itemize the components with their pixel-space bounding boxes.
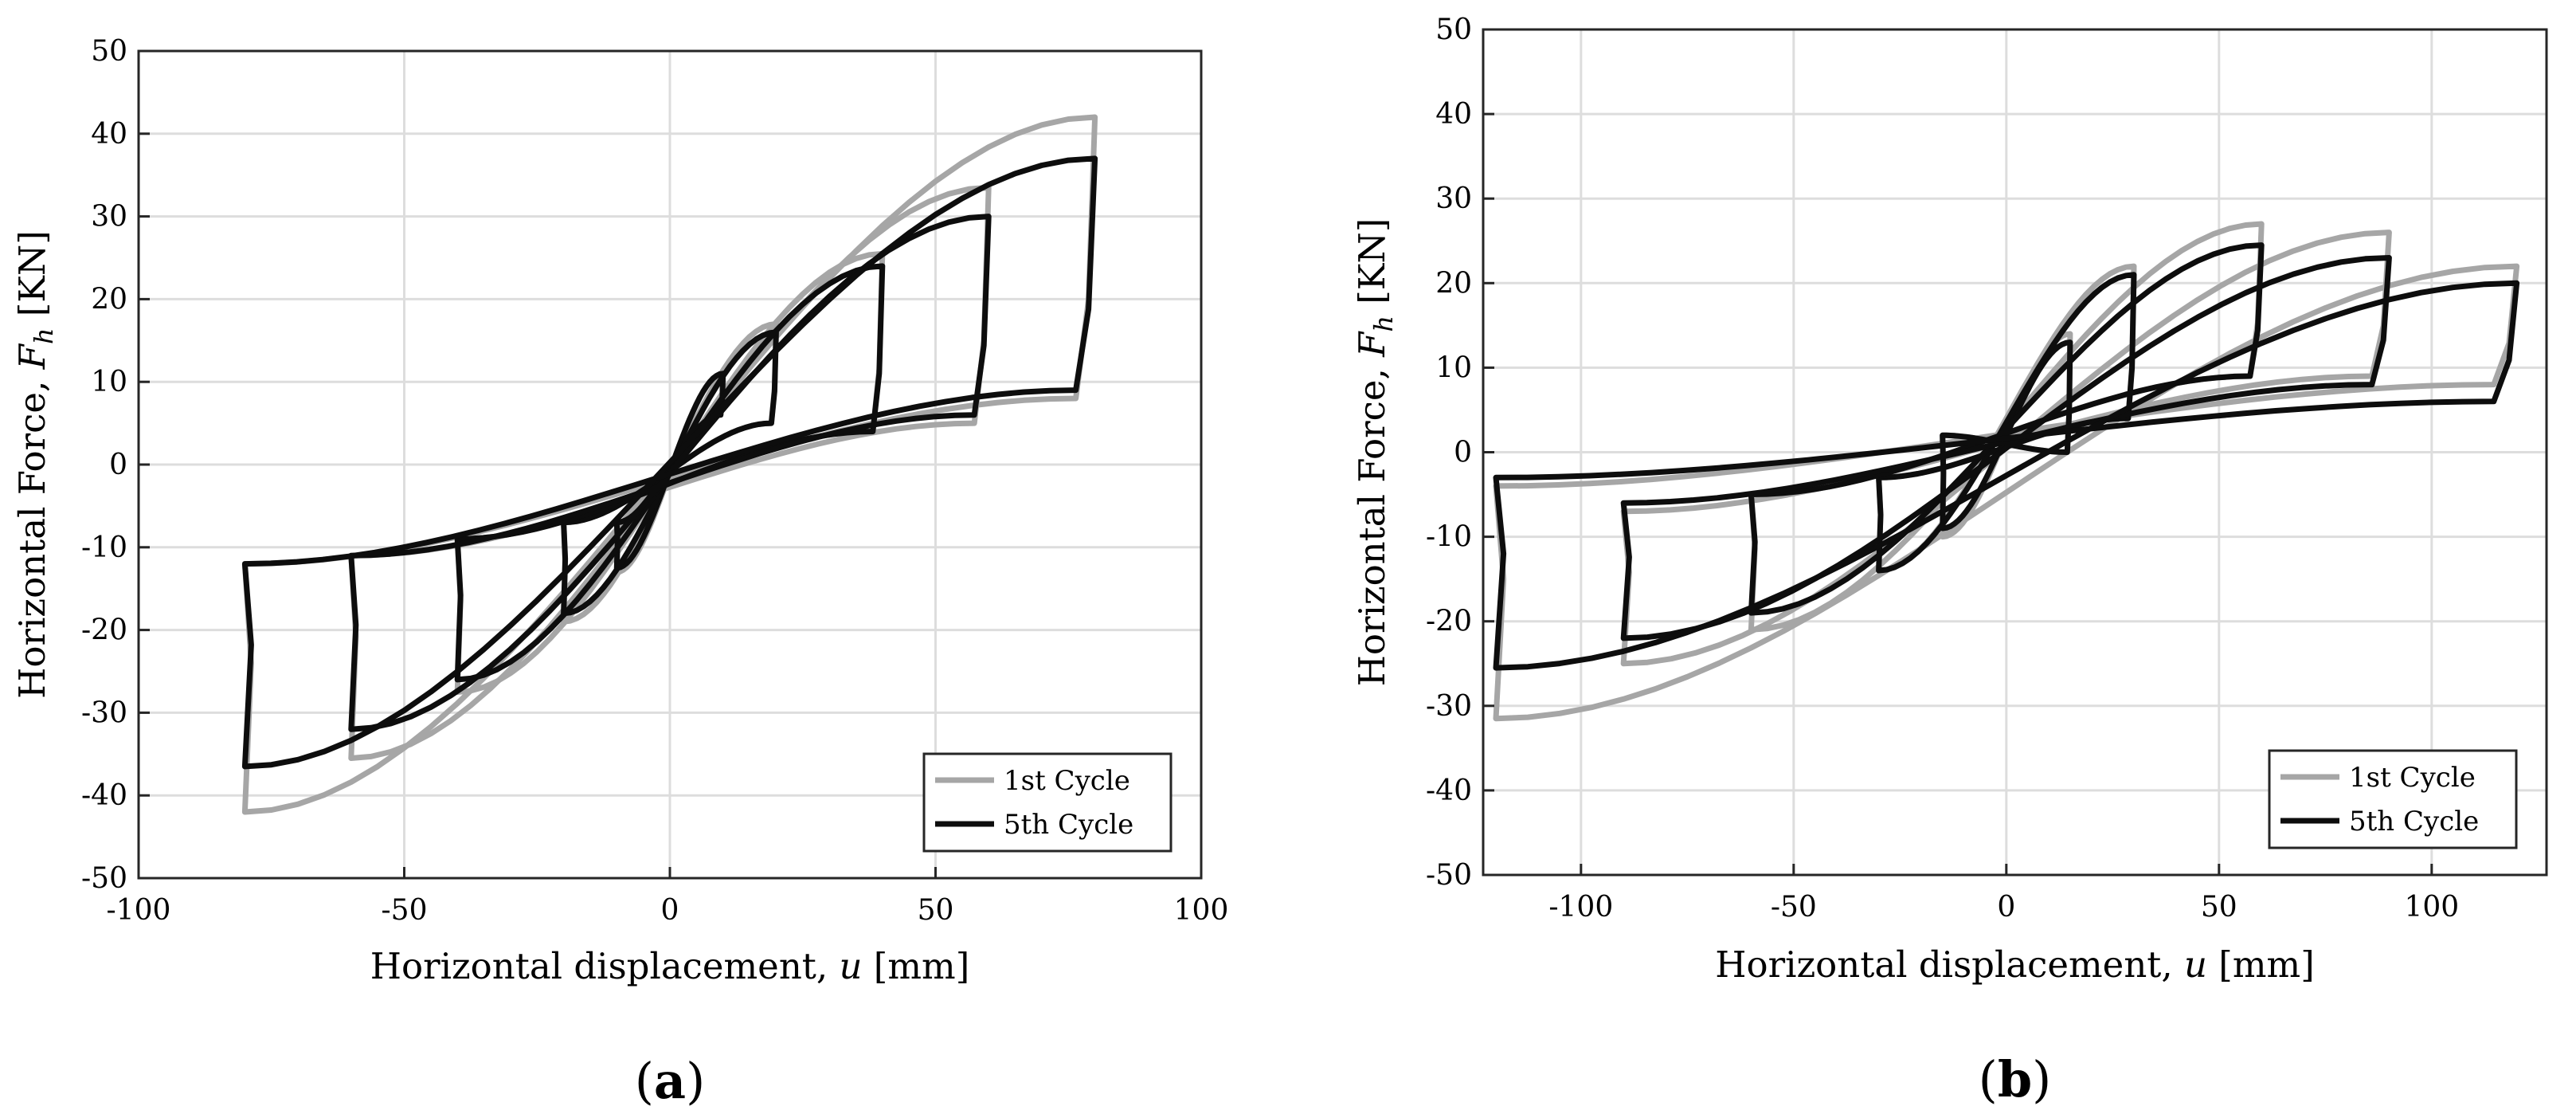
chart-b-y-axis-symbol: F — [1351, 331, 1393, 358]
chart-b-x-axis-label-text: Horizontal displacement, — [1715, 943, 2172, 986]
chart-a-panel-letter: a — [654, 1052, 686, 1110]
legend-label: 5th Cycle — [2349, 806, 2479, 837]
y-tick-label: 30 — [91, 201, 127, 233]
y-tick-label: 10 — [91, 366, 127, 398]
hysteresis-loop — [1876, 272, 2137, 574]
y-tick-label: -30 — [1426, 690, 1472, 723]
chart-a-x-axis-label-text: Horizontal displacement, — [370, 945, 828, 987]
chart-b-panel-label: (b) — [1979, 1050, 2052, 1108]
chart-a: -100 -50 0 50 100-50-40-30-20-1001020304050 … — [11, 35, 1228, 1110]
y-tick-label: 30 — [1435, 182, 1472, 215]
chart-a-series — [241, 114, 1098, 815]
chart-b: -100 -50 0 50 100-50-40-30-20-1001020304050 … — [1351, 14, 2548, 1108]
hysteresis-loop — [454, 263, 886, 683]
chart-b-legend: 1st Cycle 5th Cycle — [2268, 749, 2518, 849]
chart-b-panel-letter: b — [1998, 1050, 2032, 1108]
y-tick-label: 40 — [91, 118, 127, 151]
hysteresis-loop — [1493, 263, 2520, 722]
x-tick-label: 0 — [661, 894, 679, 927]
hysteresis-loop — [348, 214, 992, 732]
chart-b-y-axis-label: Horizontal Force, Fh [KN] — [1351, 218, 1401, 687]
y-tick-label: -10 — [81, 532, 127, 564]
chart-b-x-axis-symbol: u — [2184, 943, 2207, 986]
legend-box — [922, 752, 1173, 853]
y-tick-label: 40 — [1435, 98, 1472, 131]
legend-label: 5th Cycle — [1004, 809, 1133, 841]
x-tick-label: 100 — [1174, 894, 1229, 927]
y-tick-label: 50 — [1435, 14, 1472, 46]
hysteresis-loop — [241, 155, 1098, 770]
x-tick-label: 50 — [918, 894, 954, 927]
chart-a-legend: 1st Cycle 5th Cycle — [922, 752, 1173, 853]
chart-a-y-axis-unit: [KN] — [11, 230, 53, 316]
y-tick-label: 10 — [1435, 351, 1472, 384]
chart-a-y-axis-label: Horizontal Force, Fh [KN] — [11, 230, 61, 699]
x-tick-label: -100 — [1548, 891, 1613, 924]
legend-label: 1st Cycle — [1004, 765, 1130, 797]
hysteresis-loop — [1493, 280, 2520, 671]
x-tick-label: 0 — [1997, 891, 2015, 924]
y-tick-label: -10 — [1426, 521, 1472, 554]
chart-a-x-axis-label: Horizontal displacement, u [mm] — [370, 945, 970, 987]
chart-b-grid — [1483, 28, 2547, 877]
x-tick-label: -50 — [1771, 891, 1817, 924]
y-tick-label: -30 — [81, 696, 127, 729]
x-tick-label: 50 — [2201, 891, 2237, 924]
legend-label: 1st Cycle — [2349, 762, 2476, 794]
chart-b-y-axis-label-text: Horizontal Force, — [1351, 368, 1393, 686]
y-tick-label: -20 — [1426, 606, 1472, 638]
y-tick-label: -50 — [1426, 859, 1472, 892]
chart-a-x-axis-unit: [mm] — [874, 945, 969, 987]
x-tick-label: -100 — [107, 894, 171, 927]
y-tick-label: -20 — [81, 614, 127, 647]
series-fifth-cycle — [241, 155, 1098, 770]
legend-box — [2268, 749, 2518, 849]
y-tick-label: 20 — [91, 283, 127, 316]
y-tick-label: -40 — [1426, 775, 1472, 807]
chart-a-y-axis-subscript: h — [29, 328, 59, 345]
y-tick-label: -40 — [81, 779, 127, 812]
series-fifth-cycle — [1493, 242, 2520, 671]
chart-a-y-axis-symbol: F — [11, 343, 53, 370]
chart-b-series — [1493, 221, 2520, 722]
x-tick-label: 100 — [2404, 891, 2459, 924]
y-tick-label: 50 — [91, 35, 127, 68]
chart-a-y-axis-label-text: Horizontal Force, — [11, 381, 53, 699]
chart-a-panel-label: (a) — [635, 1052, 706, 1110]
y-tick-label: 0 — [1454, 437, 1472, 469]
x-tick-label: -50 — [382, 894, 428, 927]
chart-b-y-axis-unit: [KN] — [1351, 218, 1393, 304]
chart-b-y-axis-subscript: h — [1368, 316, 1399, 332]
y-tick-label: -50 — [81, 862, 127, 895]
hysteresis-loop — [1620, 255, 2392, 641]
chart-a-x-axis-symbol: u — [840, 945, 863, 987]
chart-b-x-axis-label: Horizontal displacement, u [mm] — [1715, 943, 2315, 986]
hysteresis-loop — [1748, 242, 2265, 616]
chart-b-x-axis-unit: [mm] — [2218, 943, 2314, 986]
y-tick-label: 0 — [109, 449, 127, 481]
y-tick-label: 20 — [1435, 267, 1472, 300]
